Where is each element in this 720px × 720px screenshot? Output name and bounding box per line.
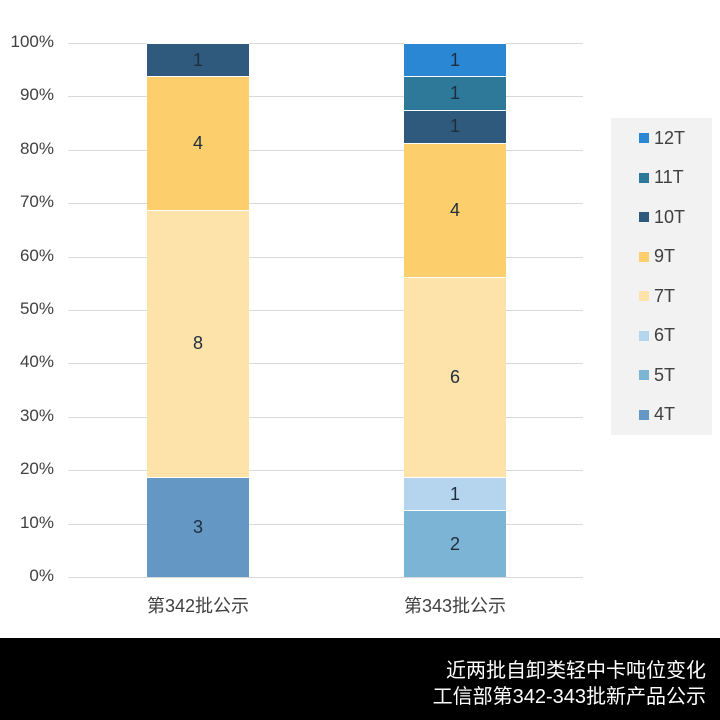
gridline (68, 43, 583, 44)
y-tick-label: 70% (19, 192, 54, 212)
gridline (68, 577, 583, 578)
bar-segment-4T: 3 (147, 476, 249, 577)
y-tick-label: 20% (19, 459, 54, 479)
gridline (68, 416, 583, 418)
bar-segment-11T: 1 (404, 76, 506, 110)
y-tick-label: 30% (19, 405, 54, 425)
x-category-label: 第343批公示 (403, 596, 507, 616)
gridline (68, 96, 583, 98)
y-tick-label: 50% (19, 299, 54, 318)
bar-segment-10T: 1 (147, 43, 249, 77)
x-category-label: 第342批公示 (146, 596, 250, 616)
chart-subtitle: 工信部第342-343批新产品公示 (432, 686, 706, 708)
legend-label: 12T (654, 127, 686, 148)
legend-label: 10T (654, 206, 686, 227)
gridline (68, 363, 583, 365)
footer-banner: 近两批自卸类轻中卡吨位变化 工信部第342-343批新产品公示 (0, 638, 720, 720)
legend-swatch-icon (639, 133, 649, 143)
legend-label: 6T (654, 325, 676, 345)
legend-swatch-icon (639, 172, 649, 183)
legend-label: 5T (654, 364, 676, 385)
bar-segment-9T: 4 (147, 76, 249, 210)
legend-swatch-icon (639, 251, 649, 262)
bar-segment-7T: 6 (404, 276, 506, 477)
legend-swatch-icon (639, 330, 649, 341)
legend-swatch-icon (639, 370, 649, 380)
gridline (68, 256, 583, 258)
gridline (68, 310, 583, 311)
legend-swatch-icon (639, 212, 649, 222)
bar-segment-9T: 4 (404, 143, 506, 277)
legend-item: 12T (639, 128, 685, 148)
legend-swatch-icon (639, 409, 649, 420)
y-tick-label: 80% (19, 138, 54, 158)
legend-label: 7T (654, 285, 676, 306)
y-tick-label: 0% (29, 566, 54, 585)
gridline (68, 149, 583, 151)
y-tick-label: 60% (19, 245, 54, 265)
y-tick-label: 10% (19, 512, 54, 532)
legend-item: 6T (639, 325, 676, 346)
legend-swatch-icon (639, 291, 649, 301)
legend-label: 4T (654, 404, 676, 424)
legend-label: 9T (654, 246, 676, 266)
legend-item: 11T (639, 167, 684, 188)
legend-item: 10T (639, 207, 685, 227)
gridline (68, 203, 583, 205)
legend: 12T 11T 10T 9T 7T 6T 5T 4T (611, 118, 712, 435)
bar-segment-5T: 2 (404, 510, 506, 577)
bar-segment-10T: 1 (404, 109, 506, 144)
y-tick-label: 90% (19, 85, 54, 105)
bar-segment-12T: 1 (404, 43, 506, 77)
legend-item: 7T (639, 286, 675, 306)
bar-segment-6T: 1 (404, 476, 506, 511)
legend-item: 4T (639, 404, 676, 425)
chart-title: 近两批自卸类轻中卡吨位变化 (446, 660, 706, 682)
gridline (68, 470, 583, 472)
y-tick-label: 100% (10, 32, 54, 51)
legend-item: 5T (639, 365, 675, 385)
legend-item: 9T (639, 246, 676, 267)
bar-segment-7T: 8 (147, 209, 249, 477)
y-tick-label: 40% (19, 352, 54, 372)
gridline (68, 523, 583, 525)
legend-label: 11T (654, 167, 684, 187)
